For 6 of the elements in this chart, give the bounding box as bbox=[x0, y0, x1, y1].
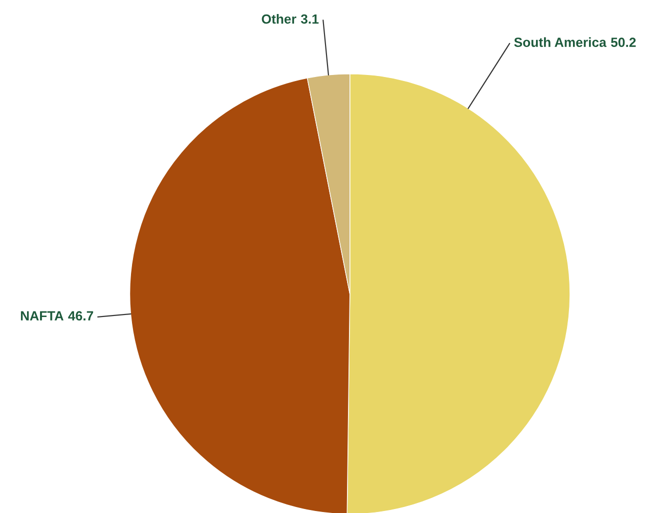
data-label: 3.1 bbox=[300, 14, 319, 24]
data-label: 46.7 bbox=[68, 311, 94, 321]
slice-label: NAFTA bbox=[20, 311, 64, 320]
slice-label: Other bbox=[262, 14, 296, 24]
slice-label: South America bbox=[514, 37, 606, 47]
data-label: 50.2 bbox=[610, 38, 636, 47]
